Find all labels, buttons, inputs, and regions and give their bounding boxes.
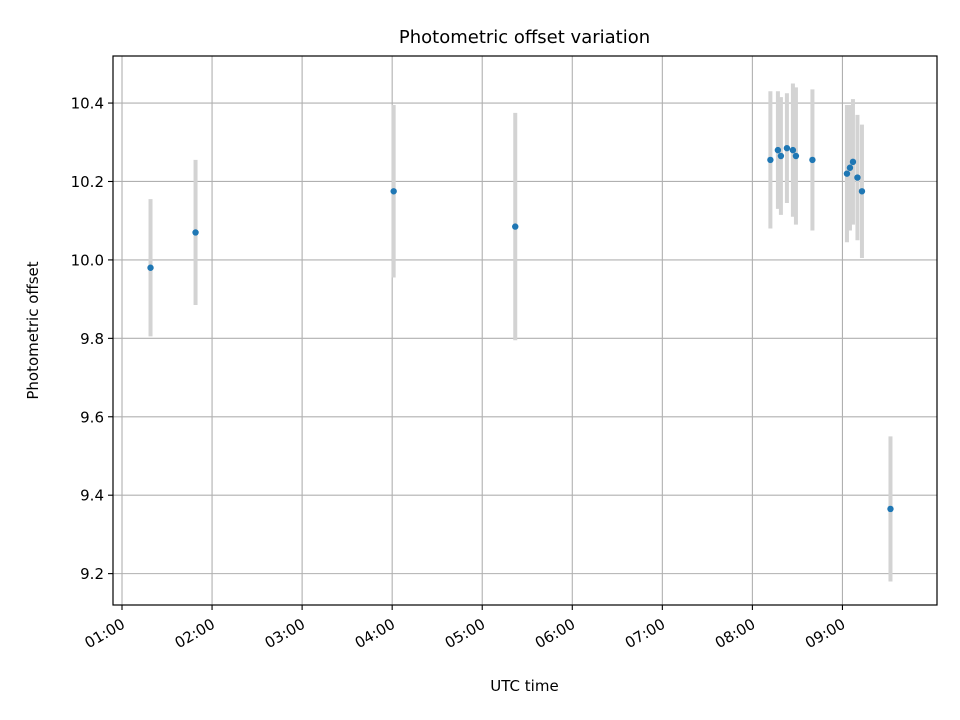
- data-point: [390, 188, 397, 195]
- y-tick-label: 9.6: [80, 408, 104, 426]
- data-point: [792, 152, 800, 160]
- y-tick-label: 9.4: [80, 487, 104, 505]
- data-point: [854, 174, 861, 181]
- data-point: [887, 505, 894, 513]
- y-axis-ticks: 9.2 9.4 9.6 9.8 10.0 10.2 10.4: [71, 95, 113, 583]
- y-tick-label: 9.2: [80, 565, 104, 583]
- chart-title: Photometric offset variation: [399, 27, 650, 48]
- y-axis-label: Photometric offset: [24, 261, 42, 399]
- data-point: [192, 229, 199, 236]
- data-point: [846, 164, 854, 171]
- data-point: [858, 188, 866, 195]
- data-point: [783, 144, 791, 152]
- data-point: [789, 146, 797, 154]
- data-point: [767, 156, 774, 164]
- x-axis-label: UTC time: [490, 677, 558, 695]
- data-point: [774, 146, 782, 154]
- grid-lines: [113, 56, 937, 605]
- data-points: [147, 144, 894, 513]
- data-point: [843, 170, 851, 177]
- data-point: [809, 156, 816, 164]
- data-point: [777, 152, 785, 160]
- y-tick-label: 10.4: [71, 95, 104, 113]
- y-tick-label: 10.2: [71, 173, 104, 191]
- data-point: [512, 223, 519, 230]
- y-tick-label: 9.8: [80, 330, 104, 348]
- data-point: [147, 264, 154, 271]
- plot-frame: [112, 55, 938, 606]
- data-point: [849, 158, 857, 166]
- y-tick-label: 10.0: [71, 251, 104, 269]
